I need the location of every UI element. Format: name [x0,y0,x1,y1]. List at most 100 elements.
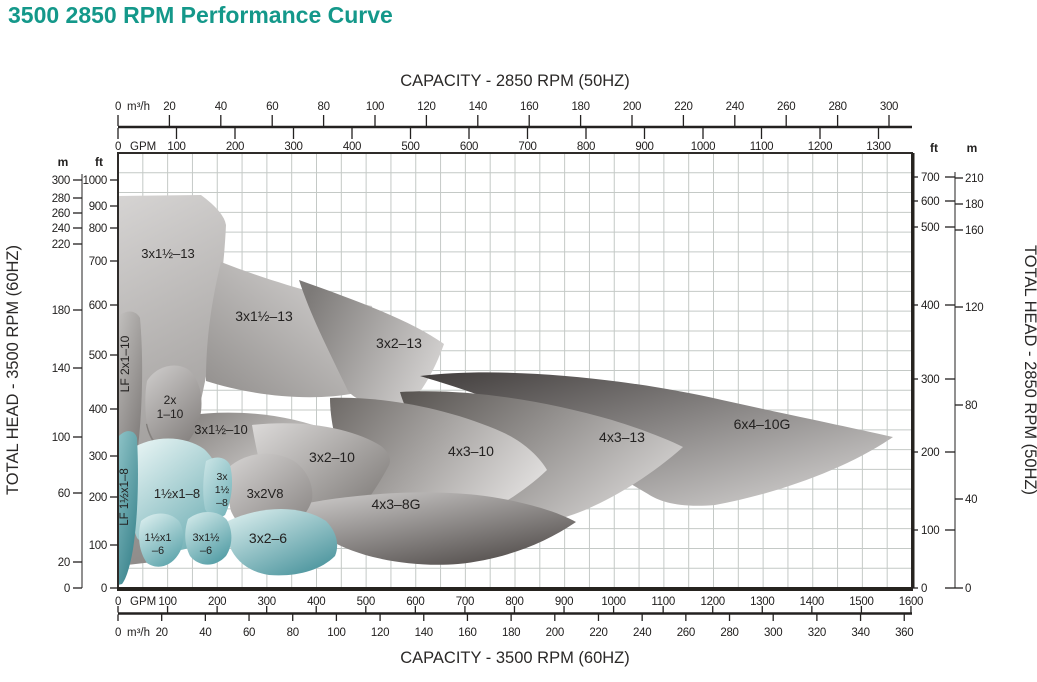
svg-text:280: 280 [52,193,70,205]
envelope-label-2x1-10: 2x 1–10 [157,393,184,421]
svg-text:1000: 1000 [601,596,625,608]
svg-text:220: 220 [589,627,607,639]
svg-text:1600: 1600 [899,596,923,608]
svg-text:40: 40 [199,627,211,639]
svg-text:200: 200 [921,447,939,459]
page-title: 3500 2850 RPM Performance Curve [8,2,393,28]
left-axis-title: TOTAL HEAD - 3500 RPM (60HZ) [4,245,22,495]
svg-text:900: 900 [635,141,653,153]
pump-envelopes [118,195,893,585]
svg-text:200: 200 [89,492,107,504]
svg-text:400: 400 [89,404,107,416]
svg-text:40: 40 [965,494,977,506]
svg-text:900: 900 [555,596,573,608]
svg-text:240: 240 [726,101,744,113]
svg-text:40: 40 [215,101,227,113]
svg-text:20: 20 [58,557,70,569]
svg-text:600: 600 [460,141,478,153]
svg-text:260: 260 [52,208,70,220]
svg-text:1200: 1200 [701,596,725,608]
svg-text:60: 60 [243,627,255,639]
envelope-label-3x2-10: 3x2–10 [309,449,355,465]
svg-text:260: 260 [777,101,795,113]
envelope-label-1-5x1-6: 1½x1 –6 [145,532,172,557]
svg-text:1100: 1100 [750,141,774,153]
svg-text:700: 700 [518,141,536,153]
svg-text:100: 100 [158,596,176,608]
svg-text:20: 20 [156,627,168,639]
svg-text:m³/h: m³/h [127,101,150,113]
svg-text:300: 300 [89,451,107,463]
svg-text:240: 240 [52,223,70,235]
svg-text:800: 800 [577,141,595,153]
svg-text:200: 200 [546,627,564,639]
svg-text:1400: 1400 [800,596,824,608]
top-axis-title: CAPACITY - 2850 RPM (50HZ) [400,72,630,90]
svg-text:120: 120 [965,302,983,314]
svg-text:320: 320 [808,627,826,639]
svg-text:700: 700 [921,172,939,184]
svg-text:600: 600 [921,196,939,208]
svg-text:210: 210 [965,173,983,185]
svg-text:400: 400 [307,596,325,608]
svg-text:180: 180 [571,101,589,113]
svg-text:500: 500 [921,222,939,234]
svg-text:0: 0 [115,141,121,153]
svg-text:0: 0 [115,596,121,608]
envelope-label-4x3-13: 4x3–13 [599,429,645,445]
svg-text:360: 360 [895,627,913,639]
svg-text:100: 100 [52,432,70,444]
svg-text:140: 140 [52,363,70,375]
envelope-3x1-5-13 [206,262,373,398]
svg-text:200: 200 [623,101,641,113]
svg-text:0: 0 [921,583,927,595]
svg-text:280: 280 [720,627,738,639]
svg-text:180: 180 [52,305,70,317]
svg-text:700: 700 [456,596,474,608]
svg-text:0: 0 [101,583,107,595]
svg-text:ft: ft [930,141,938,155]
svg-text:120: 120 [417,101,435,113]
svg-text:500: 500 [357,596,375,608]
svg-text:GPM: GPM [130,141,156,153]
envelope-label-3x2v8: 3x2V8 [247,486,284,501]
right-axis-title: TOTAL HEAD - 2850 RPM (50HZ) [1021,245,1037,495]
svg-text:m³/h: m³/h [127,627,150,639]
svg-text:180: 180 [965,199,983,211]
bottom-axis-title: CAPACITY - 3500 RPM (60HZ) [400,649,630,667]
axis-ticks: 0 20 40 60 80 100 120 140 160 180 200 220 240 260 280 3… [52,101,984,639]
svg-text:280: 280 [828,101,846,113]
svg-text:800: 800 [505,596,523,608]
svg-text:700: 700 [89,256,107,268]
svg-text:600: 600 [406,596,424,608]
svg-text:0: 0 [965,583,971,595]
svg-text:300: 300 [52,175,70,187]
svg-text:600: 600 [89,300,107,312]
svg-text:160: 160 [458,627,476,639]
svg-text:100: 100 [167,141,185,153]
svg-text:GPM: GPM [130,596,156,608]
svg-text:1300: 1300 [750,596,774,608]
svg-text:ft: ft [95,155,103,169]
envelope-3x2-6 [226,509,338,576]
envelope-label-4x3-10: 4x3–10 [448,443,494,459]
svg-text:300: 300 [258,596,276,608]
svg-text:120: 120 [371,627,389,639]
svg-text:180: 180 [502,627,520,639]
svg-text:80: 80 [287,627,299,639]
envelope-label-6x4-10g: 6x4–10G [734,416,791,432]
envelope-label-3x1-5-8: 3x 1½ –8 [215,471,230,509]
svg-text:1000: 1000 [691,141,715,153]
envelope-label-lf-2x1-10: LF 2x1–10 [118,335,132,392]
svg-text:340: 340 [851,627,869,639]
envelope-label-3x1-5-13-hi: 3x1½–13 [141,246,195,261]
envelope-4x3-8g [293,492,576,565]
envelope-2x1-10 [145,365,202,453]
svg-text:1200: 1200 [808,141,832,153]
envelope-labels: 3x1½–13 3x1½–13 3x2–13 6x4–10G 4x3–13 4x3–10 3… [118,246,790,557]
svg-text:1100: 1100 [651,596,675,608]
envelope-label-3x1-5-10: 3x1½–10 [194,422,248,437]
envelope-label-lf-1-5x1-8: LF 1½x1–8 [119,468,131,526]
svg-text:260: 260 [677,627,695,639]
